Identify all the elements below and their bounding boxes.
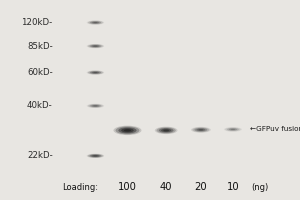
- Ellipse shape: [113, 126, 142, 135]
- Ellipse shape: [231, 129, 235, 130]
- Ellipse shape: [92, 45, 99, 47]
- Ellipse shape: [191, 127, 211, 133]
- Ellipse shape: [93, 72, 98, 73]
- Ellipse shape: [87, 20, 104, 25]
- Ellipse shape: [194, 128, 207, 132]
- Ellipse shape: [121, 128, 134, 132]
- Text: 40kD-: 40kD-: [27, 101, 53, 110]
- Ellipse shape: [88, 21, 103, 24]
- Ellipse shape: [87, 154, 104, 158]
- Ellipse shape: [124, 129, 131, 132]
- Ellipse shape: [88, 104, 103, 108]
- Text: 120kD-: 120kD-: [21, 18, 53, 27]
- Ellipse shape: [229, 128, 237, 130]
- Text: 40: 40: [160, 182, 172, 192]
- Ellipse shape: [90, 104, 101, 107]
- Ellipse shape: [88, 44, 103, 48]
- Text: 22kD-: 22kD-: [27, 151, 53, 160]
- Ellipse shape: [88, 71, 103, 74]
- Ellipse shape: [192, 127, 209, 132]
- Ellipse shape: [87, 44, 104, 48]
- Ellipse shape: [155, 127, 178, 134]
- Text: 85kD-: 85kD-: [27, 42, 53, 51]
- Ellipse shape: [93, 155, 98, 156]
- Ellipse shape: [159, 128, 173, 133]
- Ellipse shape: [88, 154, 103, 158]
- Ellipse shape: [87, 70, 104, 75]
- Ellipse shape: [92, 105, 99, 107]
- Ellipse shape: [92, 72, 99, 74]
- Ellipse shape: [116, 126, 140, 134]
- Ellipse shape: [87, 104, 104, 108]
- Text: Loading:: Loading:: [62, 183, 98, 192]
- Ellipse shape: [92, 155, 99, 157]
- Ellipse shape: [93, 105, 98, 106]
- Text: (ng): (ng): [252, 183, 269, 192]
- Ellipse shape: [90, 71, 101, 74]
- Ellipse shape: [93, 22, 98, 23]
- Ellipse shape: [225, 127, 241, 131]
- Ellipse shape: [90, 21, 101, 24]
- Ellipse shape: [92, 22, 99, 24]
- Ellipse shape: [90, 45, 101, 48]
- Ellipse shape: [161, 129, 171, 132]
- Text: 10: 10: [226, 182, 239, 192]
- Ellipse shape: [227, 128, 239, 131]
- Ellipse shape: [196, 128, 206, 131]
- Ellipse shape: [93, 46, 98, 47]
- Text: 100: 100: [118, 182, 137, 192]
- Ellipse shape: [157, 127, 176, 134]
- Ellipse shape: [163, 129, 169, 131]
- Text: 60kD-: 60kD-: [27, 68, 53, 77]
- Ellipse shape: [118, 127, 136, 133]
- Ellipse shape: [198, 129, 203, 131]
- Text: ←GFPuv fusion protein: ←GFPuv fusion protein: [250, 126, 300, 132]
- Ellipse shape: [90, 154, 101, 157]
- Ellipse shape: [224, 127, 242, 132]
- Text: 20: 20: [195, 182, 207, 192]
